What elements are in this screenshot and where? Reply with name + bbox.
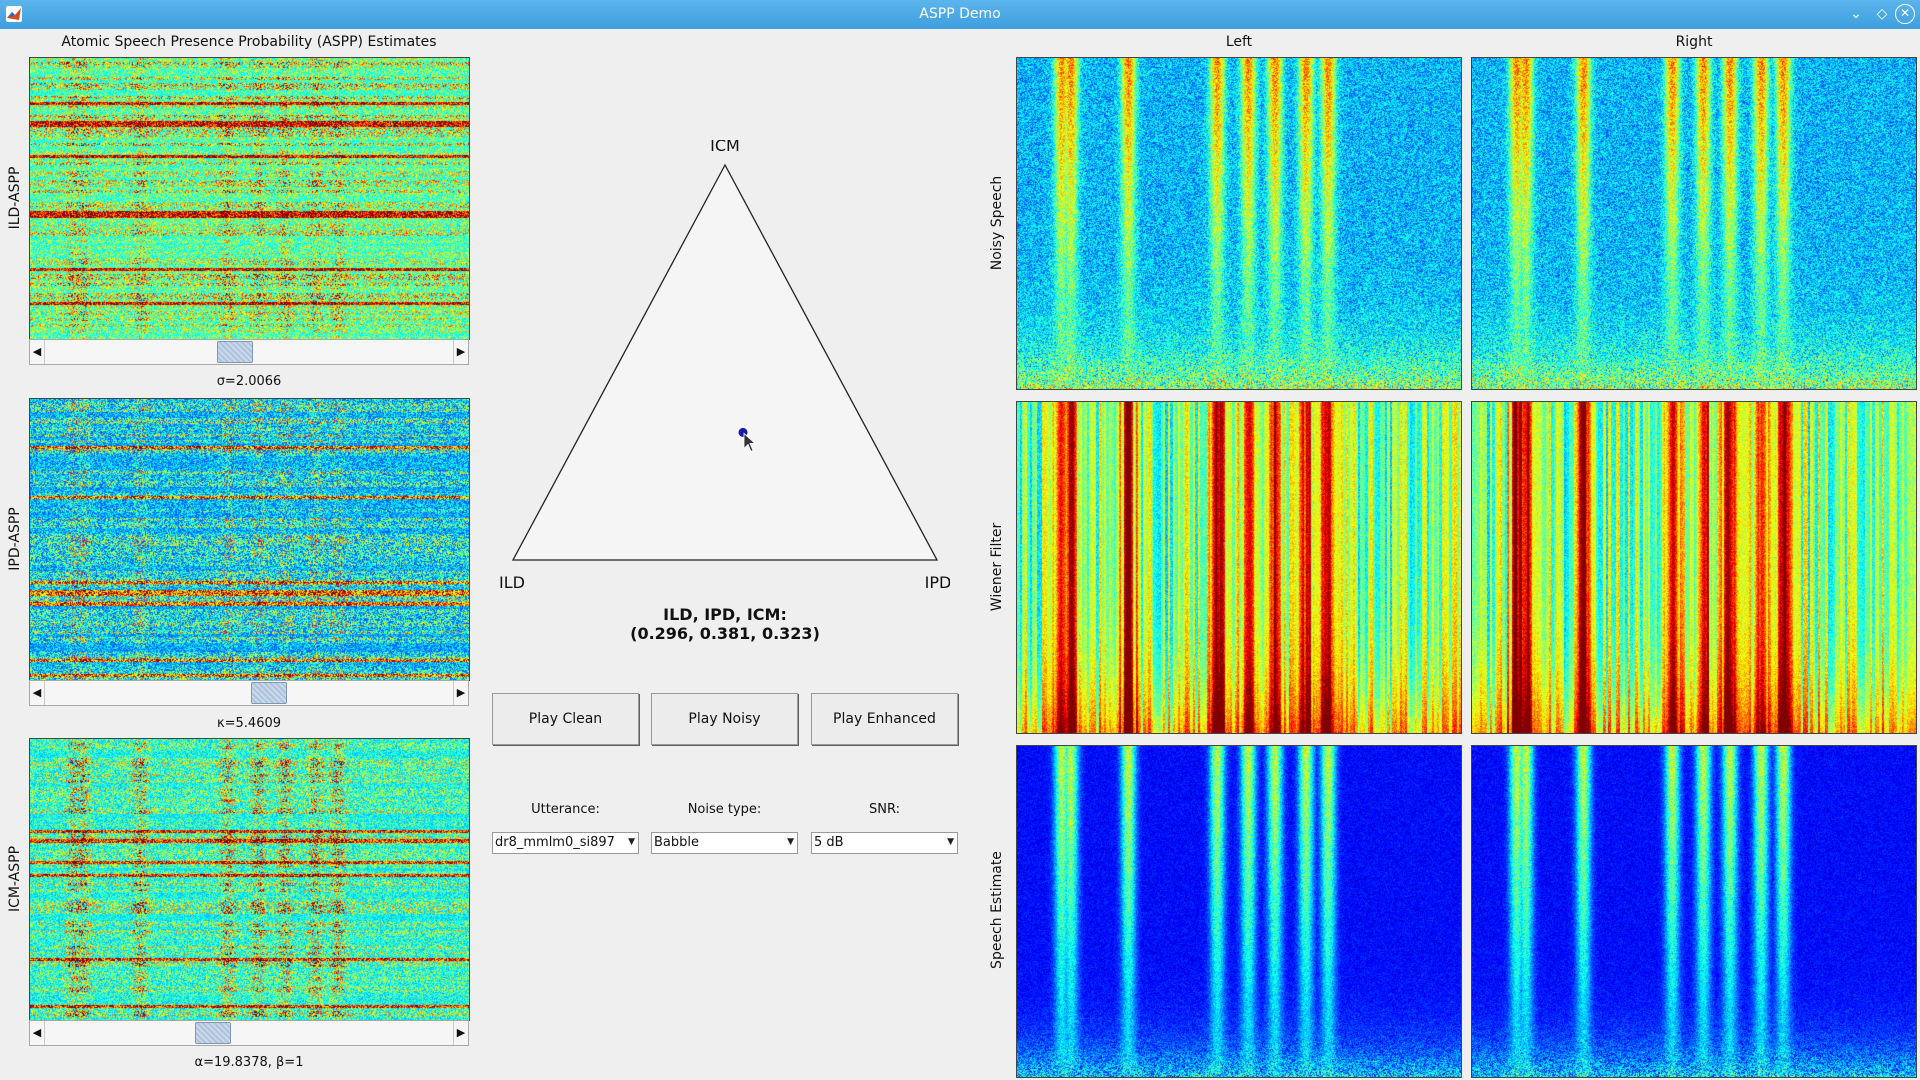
play-clean-button[interactable]: Play Clean (492, 693, 639, 745)
aspp-header: Atomic Speech Presence Probability (ASPP… (61, 34, 437, 50)
slider-right-arrow-icon[interactable]: ▶ (453, 681, 468, 705)
triangle-vertex-ipd: IPD (925, 573, 950, 592)
weights-readout: ILD, IPD, ICM: (0.296, 0.381, 0.323) (555, 605, 895, 643)
slider-right-arrow-icon[interactable]: ▶ (453, 340, 468, 364)
triangle-outline[interactable] (511, 163, 939, 561)
matlab-logo-icon (6, 6, 22, 22)
chevron-down-icon[interactable]: ⌄ (1850, 6, 1862, 22)
diamond-icon[interactable]: ◇ (1876, 6, 1888, 22)
play-enhanced-button[interactable]: Play Enhanced (811, 693, 958, 745)
row-noisy-speech-label: Noisy Speech (989, 175, 1005, 271)
chevron-down-icon: ▼ (947, 837, 954, 847)
ipd-aspp-ylabel: IPD-ASPP (7, 507, 23, 571)
slider-left-arrow-icon[interactable]: ◀ (30, 1021, 45, 1045)
snr-select[interactable]: 5 dB ▼ (811, 832, 958, 854)
slider-thumb[interactable] (217, 341, 254, 363)
sigma-value-label: σ=2.0066 (216, 374, 282, 389)
utterance-label: Utterance: (531, 802, 600, 817)
column-left-label: Left (1225, 34, 1253, 50)
icm-aspp-ylabel: ICM-ASPP (7, 845, 23, 913)
wiener-filter-left-spectrogram (1016, 401, 1462, 734)
weight-triangle[interactable]: ICM ILD IPD (499, 136, 951, 600)
slider-right-arrow-icon[interactable]: ▶ (453, 1021, 468, 1045)
slider-left-arrow-icon[interactable]: ◀ (30, 681, 45, 705)
noise-type-select-value: Babble (654, 835, 699, 850)
triangle-vertex-icm: ICM (710, 140, 740, 155)
speech-estimate-left-spectrogram (1016, 745, 1462, 1078)
noisy-speech-right-spectrogram (1471, 57, 1917, 390)
alpha-slider[interactable]: ◀ ▶ (29, 1020, 469, 1046)
utterance-select-value: dr8_mmlm0_si897 (495, 835, 615, 850)
slider-left-arrow-icon[interactable]: ◀ (30, 340, 45, 364)
noise-type-select[interactable]: Babble ▼ (651, 832, 798, 854)
kappa-value-label: κ=5.4609 (216, 716, 282, 731)
ild-aspp-ylabel: ILD-ASPP (7, 166, 23, 230)
ild-aspp-heatmap (29, 57, 470, 340)
snr-label: SNR: (869, 802, 900, 817)
speech-estimate-right-spectrogram (1471, 745, 1917, 1078)
window-title: ASPP Demo (919, 6, 1001, 22)
slider-thumb[interactable] (194, 1022, 231, 1044)
utterance-select[interactable]: dr8_mmlm0_si897 ▼ (492, 832, 639, 854)
alpha-beta-value-label: α=19.8378, β=1 (194, 1055, 304, 1070)
snr-select-value: 5 dB (814, 835, 844, 850)
window-titlebar: ASPP Demo ⌄ ◇ ✕ (0, 0, 1920, 29)
weights-readout-values: (0.296, 0.381, 0.323) (630, 624, 820, 643)
icm-aspp-heatmap (29, 738, 470, 1021)
slider-thumb[interactable] (250, 682, 287, 704)
mouse-cursor-icon (743, 432, 757, 452)
weights-readout-title: ILD, IPD, ICM: (663, 605, 787, 624)
kappa-slider[interactable]: ◀ ▶ (29, 680, 469, 706)
noisy-speech-left-spectrogram (1016, 57, 1462, 390)
noise-type-label: Noise type: (687, 802, 762, 817)
play-noisy-button[interactable]: Play Noisy (651, 693, 798, 745)
wiener-filter-right-spectrogram (1471, 401, 1917, 734)
column-right-label: Right (1675, 34, 1713, 50)
chevron-down-icon: ▼ (628, 837, 635, 847)
triangle-vertex-ild: ILD (500, 573, 525, 592)
row-speech-estimate-label: Speech Estimate (989, 851, 1005, 969)
ipd-aspp-heatmap (29, 398, 470, 681)
chevron-down-icon: ▼ (787, 837, 794, 847)
row-wiener-filter-label: Wiener Filter (989, 522, 1005, 612)
sigma-slider[interactable]: ◀ ▶ (29, 339, 469, 365)
close-icon[interactable]: ✕ (1895, 4, 1915, 24)
